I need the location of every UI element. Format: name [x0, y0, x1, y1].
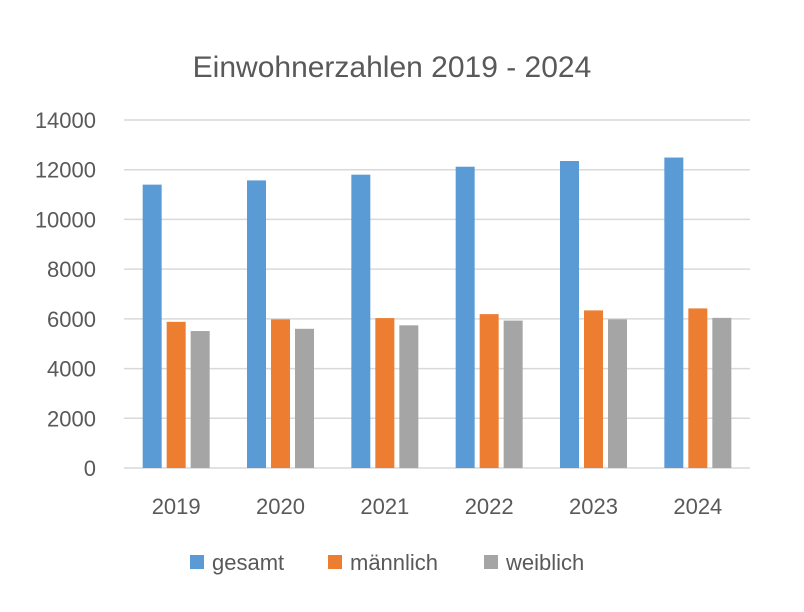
y-tick-label: 6000 [47, 307, 96, 332]
y-tick-label: 4000 [47, 357, 96, 382]
y-axis-tick-labels: 0 2000 4000 6000 8000 10000 12000 14000 [35, 108, 96, 481]
bar-gesamt-2019 [142, 184, 162, 468]
bar-gesamt-2023 [560, 161, 579, 468]
x-axis-tick-labels: 2019 2020 2021 2022 2023 2024 [152, 494, 723, 519]
gridlines [124, 119, 750, 469]
bar-männlich-2019 [166, 321, 186, 468]
y-tick-label: 14000 [35, 108, 96, 133]
bar-weiblich-2020 [295, 328, 314, 468]
bar-männlich-2022 [479, 314, 499, 468]
legend-label-männlich: männlich [350, 550, 438, 575]
bar-gesamt-2020 [247, 180, 266, 468]
bar-männlich-2023 [584, 310, 603, 468]
legend: gesamt männlich weiblich [190, 550, 584, 575]
legend-swatch-gesamt [190, 555, 204, 569]
legend-swatch-männlich [328, 555, 342, 569]
y-tick-label: 8000 [47, 257, 96, 282]
bar-weiblich-2022 [503, 320, 523, 468]
y-tick-label: 12000 [35, 158, 96, 183]
legend-swatch-weiblich [484, 555, 498, 569]
bar-männlich-2020 [271, 319, 290, 468]
x-tick-label: 2023 [569, 494, 618, 519]
x-tick-label: 2021 [360, 494, 409, 519]
bar-weiblich-2019 [190, 331, 210, 468]
bar-gesamt-2021 [351, 174, 371, 468]
chart-title: Einwohnerzahlen 2019 - 2024 [193, 51, 592, 84]
x-tick-label: 2019 [152, 494, 201, 519]
x-tick-label: 2020 [256, 494, 305, 519]
bar-weiblich-2023 [608, 319, 627, 468]
bar-männlich-2021 [375, 318, 395, 468]
bar-weiblich-2021 [399, 325, 419, 468]
legend-label-gesamt: gesamt [212, 550, 284, 575]
x-tick-label: 2022 [465, 494, 514, 519]
y-tick-label: 0 [84, 456, 96, 481]
bar-weiblich-2024 [712, 317, 732, 468]
y-tick-label: 2000 [47, 406, 96, 431]
legend-label-weiblich: weiblich [505, 550, 584, 575]
y-tick-label: 10000 [35, 207, 96, 232]
bars [142, 157, 732, 468]
x-tick-label: 2024 [673, 494, 722, 519]
bar-gesamt-2022 [455, 166, 475, 468]
bar-männlich-2024 [688, 308, 708, 468]
bar-gesamt-2024 [664, 157, 684, 468]
